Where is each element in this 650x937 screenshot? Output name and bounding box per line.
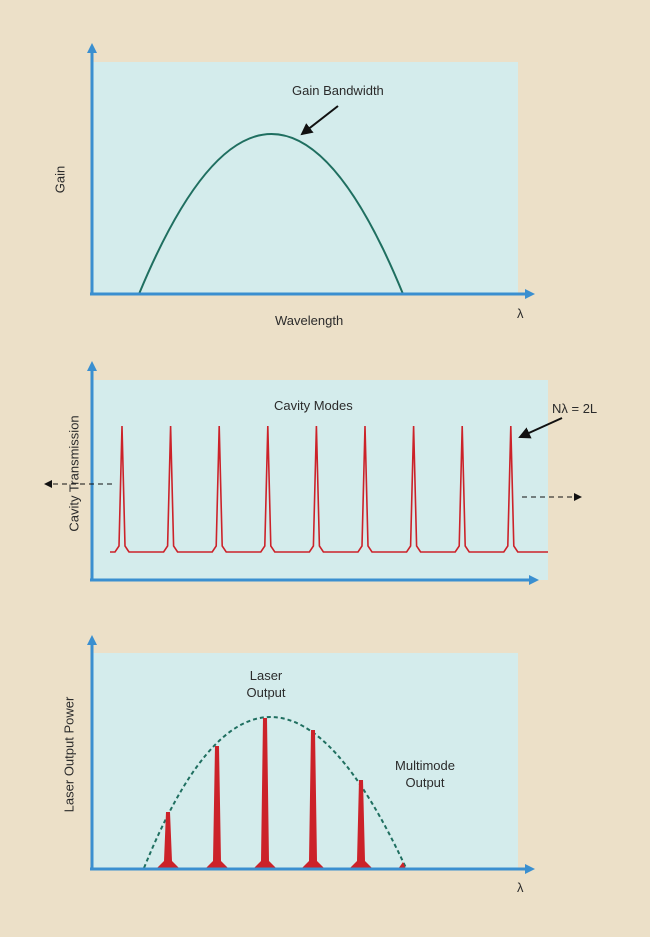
gain-bandwidth-label: Gain Bandwidth [292, 83, 384, 98]
laser-output-mode [205, 746, 229, 869]
laser-output-line2: Output [246, 685, 286, 700]
gain-envelope-dotted [143, 716, 407, 869]
multimode-output-line1: Multimode [395, 758, 455, 773]
gain-axis-label: Gain [52, 165, 68, 194]
laser-output-mode [349, 780, 373, 869]
output-panel [87, 635, 535, 874]
cavity-mode-comb-line [110, 425, 548, 553]
laser-output-label: Laser Output [236, 668, 296, 700]
gain-panel [87, 43, 535, 299]
gain-bandwidth-curve [138, 133, 404, 295]
resonance-condition-arrow [518, 417, 563, 439]
laser-output-mode [301, 730, 325, 869]
cavity-modes [110, 425, 548, 553]
laser-output-mode [156, 812, 180, 869]
cavity-panel [44, 361, 582, 585]
laser-output-mode-edge [398, 862, 406, 869]
gain-bandwidth-arrow [300, 105, 339, 136]
cavity-modes-label: Cavity Modes [274, 398, 353, 413]
laser-output-line1: Laser [249, 668, 283, 683]
cavity-transmission-axis-label: Cavity Transmission [66, 415, 82, 532]
wavelength-label: Wavelength [275, 313, 344, 328]
resonance-condition-label: Nλ = 2L [552, 401, 598, 416]
output-modes [156, 718, 406, 869]
multimode-output-line2: Output [405, 775, 445, 790]
output-plot-background [92, 653, 518, 869]
laser-output-power-axis-label: Laser Output Power [61, 696, 77, 813]
laser-output-mode [253, 718, 277, 869]
gain-plot-background [92, 62, 518, 294]
multimode-output-label: Multimode Output [390, 758, 460, 790]
lambda-symbol-3: λ [517, 880, 524, 895]
lambda-symbol-1: λ [517, 306, 524, 321]
